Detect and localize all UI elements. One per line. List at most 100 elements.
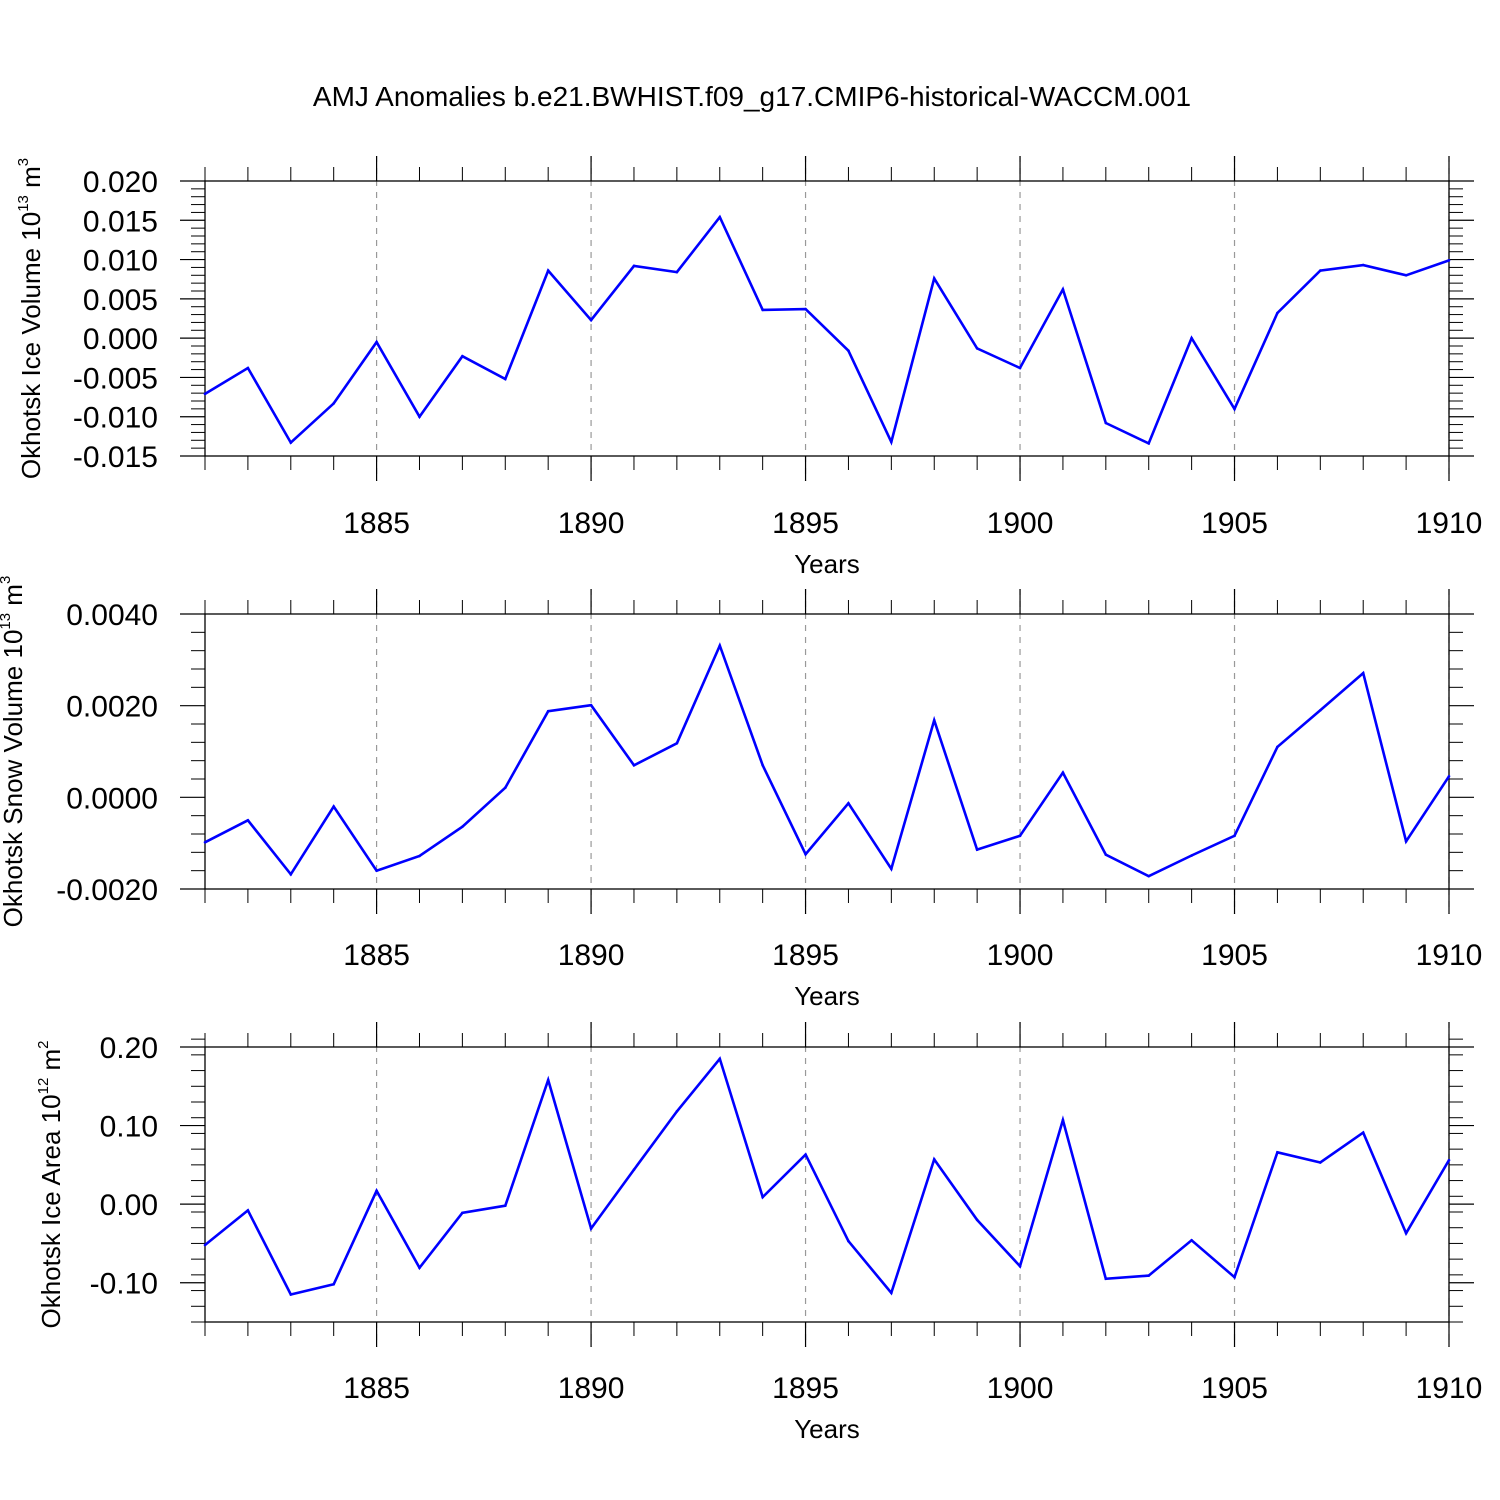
data-point	[1147, 874, 1151, 878]
panels: -0.015 -0.010 -0.005 0.000 0.005 0.010 0.015 0.…	[0, 156, 1482, 1444]
data-point	[975, 347, 979, 350]
x-tick-label: 1910	[1416, 1372, 1483, 1405]
data-point	[418, 854, 421, 858]
y-axis-label-exponent: 13	[0, 613, 14, 630]
data-point	[632, 1168, 636, 1171]
data-point	[332, 402, 335, 405]
data-point	[632, 763, 636, 767]
x-tick-label: 1900	[987, 939, 1054, 972]
data-point	[246, 818, 250, 822]
y-tick-label: -0.010	[73, 402, 158, 435]
y-axis-label-unit: m	[0, 584, 28, 613]
plot-frame	[204, 613, 1450, 890]
y-axis-label-unit-exponent: 3	[15, 158, 32, 166]
data-point	[675, 741, 679, 745]
data-point	[1190, 1238, 1193, 1242]
y-axis-label-exponent: 13	[15, 195, 32, 212]
data-point	[1276, 1150, 1279, 1154]
y-tick-label: 0.000	[83, 323, 158, 356]
y-tick-label: 0.015	[83, 205, 158, 238]
data-point	[1404, 1231, 1408, 1235]
data-point	[289, 441, 293, 444]
data-point	[804, 852, 807, 856]
data-point	[1018, 834, 1022, 838]
data-point	[289, 1293, 293, 1296]
y-axis-label-exponent: 12	[35, 1078, 52, 1095]
data-point	[1447, 259, 1451, 262]
data-point	[804, 1153, 807, 1156]
y-tick-label: -0.10	[90, 1268, 158, 1301]
data-point	[1104, 853, 1108, 856]
data-point	[1018, 1264, 1022, 1268]
y-axis-label: Okhotsk Ice Area 1012 m2	[35, 1040, 66, 1328]
data-point	[461, 354, 464, 358]
data-point	[1447, 774, 1451, 778]
y-axis-label-main: Okhotsk Ice Area 10	[36, 1094, 66, 1328]
data-point	[1447, 1158, 1451, 1162]
plot-frame	[204, 1046, 1450, 1323]
data-point	[890, 1291, 893, 1295]
data-point	[761, 763, 764, 767]
data-point	[1404, 273, 1408, 277]
data-point	[589, 1227, 593, 1230]
x-axis-label: Years	[794, 1414, 860, 1444]
y-axis-label-unit-exponent: 3	[0, 576, 14, 584]
data-point	[546, 1078, 550, 1082]
data-point	[418, 1266, 421, 1270]
y-axis-label: Okhotsk Ice Volume 1013 m3	[15, 158, 46, 479]
x-axis-label: Years	[794, 981, 860, 1011]
x-tick-label: 1910	[1416, 507, 1483, 540]
panel-1: -0.015 -0.010 -0.005 0.000 0.005 0.010 0.015 0.…	[15, 156, 1482, 579]
data-point	[1104, 1277, 1108, 1281]
y-axis-label-unit: m	[16, 166, 46, 195]
x-tick-label: 1895	[772, 939, 839, 972]
data-point	[375, 1189, 378, 1193]
data-point	[632, 264, 636, 268]
x-tick-label: 1905	[1201, 507, 1268, 540]
data-point	[847, 349, 850, 353]
data-point	[289, 873, 293, 876]
data-point	[203, 840, 207, 844]
data-point	[1190, 854, 1193, 857]
data-point	[1361, 671, 1365, 675]
data-point	[1233, 407, 1236, 411]
data-point	[932, 277, 936, 280]
data-point	[246, 366, 250, 370]
y-tick-label: -0.0020	[56, 874, 158, 907]
y-axis-label-main: Okhotsk Ice Volume 10	[16, 212, 46, 479]
data-point	[1319, 1161, 1322, 1164]
data-point	[461, 1211, 464, 1215]
data-point	[975, 848, 979, 851]
data-point	[1361, 263, 1365, 267]
data-point	[546, 269, 550, 272]
data-point	[1233, 834, 1236, 838]
data-point	[332, 805, 335, 808]
data-point	[847, 801, 850, 805]
x-tick-label: 1905	[1201, 939, 1268, 972]
y-tick-label: -0.015	[73, 441, 158, 474]
data-point	[1319, 708, 1322, 712]
data-point	[1319, 269, 1322, 272]
data-point	[804, 307, 807, 311]
series-line	[204, 1056, 1451, 1297]
x-tick-label: 1900	[987, 507, 1054, 540]
y-axis-label-unit: m	[36, 1049, 66, 1078]
data-point	[203, 392, 207, 396]
data-point	[546, 709, 550, 713]
x-tick-label: 1885	[343, 507, 410, 540]
data-point	[246, 1209, 250, 1212]
y-tick-label: 0.0040	[66, 599, 158, 632]
y-tick-label: 0.010	[83, 245, 158, 278]
data-point	[675, 1110, 679, 1113]
data-point	[1190, 336, 1193, 340]
data-point	[975, 1218, 979, 1222]
y-axis-label-main: Okhotsk Snow Volume 10	[0, 630, 28, 928]
data-point	[1018, 366, 1022, 370]
data-point	[932, 1158, 936, 1161]
y-tick-label: 0.0000	[66, 782, 158, 815]
data-point	[890, 867, 893, 871]
data-point	[461, 825, 464, 828]
data-point	[718, 644, 722, 647]
data-point	[503, 377, 507, 381]
